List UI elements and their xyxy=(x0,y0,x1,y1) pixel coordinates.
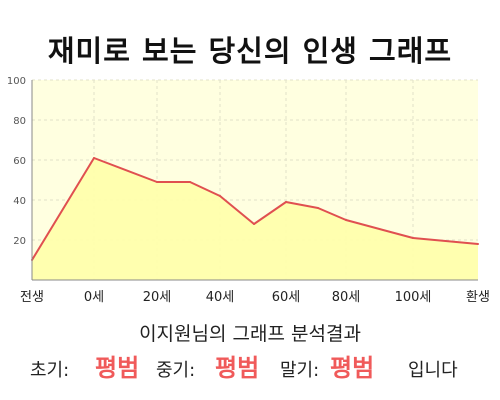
analysis-result: 초기: 평범 중기: 평범 말기: 평범 입니다 xyxy=(0,346,500,382)
y-tick-label: 20 xyxy=(13,236,26,247)
analysis-title: 이지원님의 그래프 분석결과 xyxy=(139,323,361,345)
early-life-label: 초기: xyxy=(30,360,70,381)
early-life-value: 평범 xyxy=(95,354,140,382)
middle-life-value: 평범 xyxy=(215,354,260,382)
data-point xyxy=(253,223,255,225)
late-life-value: 평범 xyxy=(330,354,375,382)
y-tick-label: 80 xyxy=(13,116,26,127)
x-tick-label: 0세 xyxy=(84,290,104,305)
series-area xyxy=(32,158,478,280)
data-point xyxy=(285,201,287,203)
data-point xyxy=(189,181,191,183)
y-tick-label: 40 xyxy=(13,196,26,207)
x-tick-label: 60세 xyxy=(272,290,301,305)
late-life-label: 말기: xyxy=(280,360,320,381)
y-tick-label: 60 xyxy=(13,156,26,167)
x-tick-label: 환생 xyxy=(466,290,490,305)
data-point xyxy=(156,181,158,183)
life-graph-chart: 20 40 60 80 100 전생 0세 20세 40세 60세 80세 100세 환생 xyxy=(7,76,490,305)
y-tick-label: 100 xyxy=(7,76,26,87)
x-tick-label: 80세 xyxy=(332,290,361,305)
middle-life-label: 중기: xyxy=(156,360,196,381)
data-point xyxy=(477,243,479,245)
data-point xyxy=(317,207,319,209)
data-point xyxy=(412,237,414,239)
data-point xyxy=(93,157,95,159)
result-suffix: 입니다 xyxy=(408,360,458,381)
x-tick-label: 100세 xyxy=(395,290,432,305)
data-point xyxy=(345,219,347,221)
x-tick-label: 20세 xyxy=(143,290,172,305)
data-point xyxy=(219,195,221,197)
chart-title: 재미로 보는 당신의 인생 그래프 xyxy=(47,34,453,68)
x-tick-label: 40세 xyxy=(206,290,235,305)
x-tick-label: 전생 xyxy=(20,290,44,305)
